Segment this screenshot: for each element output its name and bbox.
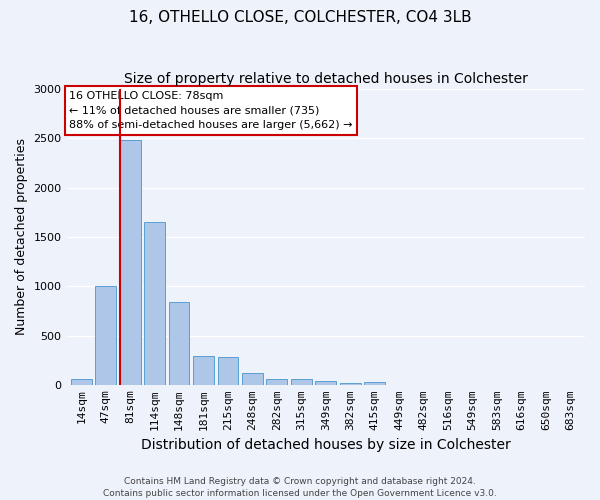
Bar (364, 382, 385, 385)
Text: 16 OTHELLO CLOSE: 78sqm
← 11% of detached houses are smaller (735)
88% of semi-d: 16 OTHELLO CLOSE: 78sqm ← 11% of detache… (69, 90, 353, 130)
Text: 16, OTHELLO CLOSE, COLCHESTER, CO4 3LB: 16, OTHELLO CLOSE, COLCHESTER, CO4 3LB (128, 10, 472, 25)
Bar (218, 357, 238, 385)
Bar (169, 302, 190, 385)
Bar (144, 222, 165, 385)
Bar (193, 356, 214, 385)
Y-axis label: Number of detached properties: Number of detached properties (15, 138, 28, 336)
Bar (340, 383, 361, 385)
Bar (291, 380, 312, 385)
Bar (266, 380, 287, 385)
Text: Contains HM Land Registry data © Crown copyright and database right 2024.
Contai: Contains HM Land Registry data © Crown c… (103, 476, 497, 498)
Bar (71, 380, 92, 385)
Bar (242, 373, 263, 385)
Bar (95, 286, 116, 385)
Title: Size of property relative to detached houses in Colchester: Size of property relative to detached ho… (124, 72, 528, 86)
Bar (120, 140, 140, 385)
X-axis label: Distribution of detached houses by size in Colchester: Distribution of detached houses by size … (141, 438, 511, 452)
Bar (316, 382, 336, 385)
